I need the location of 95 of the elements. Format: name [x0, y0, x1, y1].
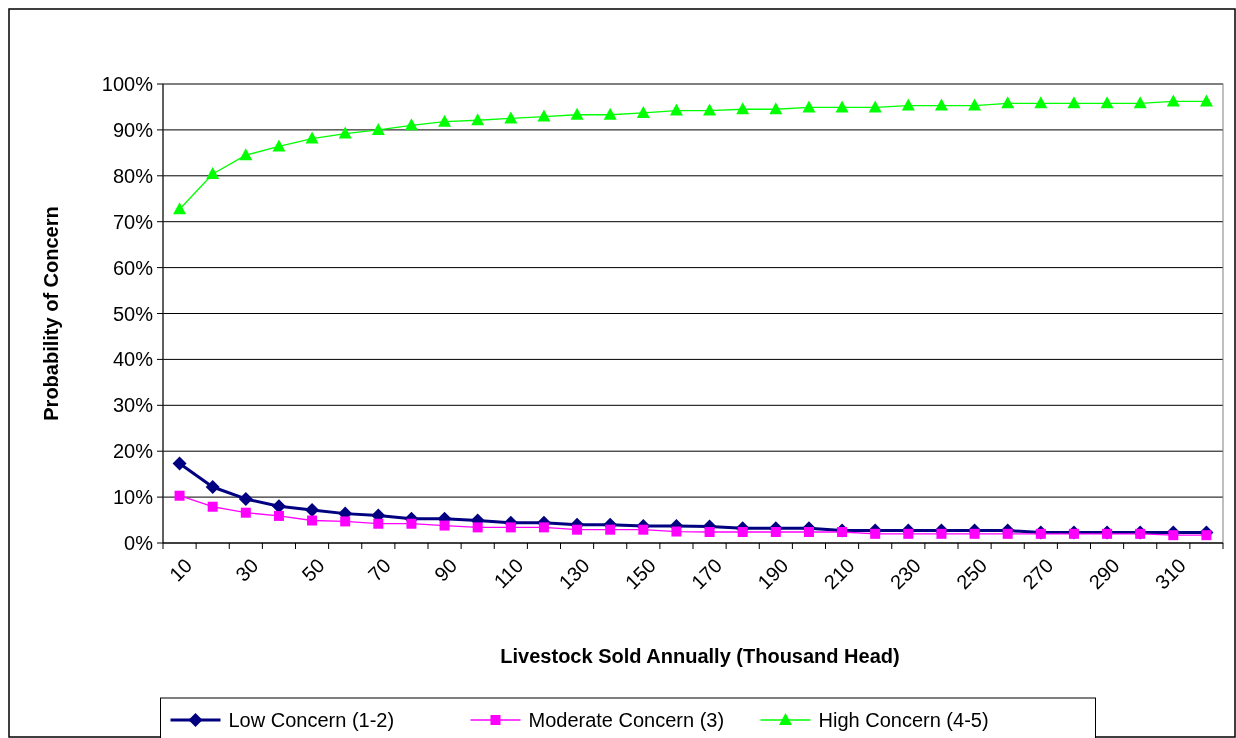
point — [472, 522, 483, 533]
point — [1133, 96, 1147, 109]
point — [570, 107, 584, 120]
y-axis-title: Probability of Concern — [40, 206, 62, 421]
y-tick-label: 20% — [112, 440, 154, 463]
y-tick-label: 40% — [112, 348, 154, 371]
point — [1034, 96, 1048, 109]
y-tick-label: 50% — [112, 302, 154, 325]
x-tick-label: 90 — [430, 554, 462, 586]
x-tick-label: 10 — [165, 554, 197, 586]
y-tick-label: 10% — [112, 486, 154, 509]
y-tick-label: 100% — [101, 73, 154, 95]
point — [737, 526, 748, 537]
point — [1001, 96, 1015, 109]
x-tick-label: 210 — [819, 554, 859, 594]
point — [1201, 530, 1212, 541]
point — [572, 524, 583, 535]
point — [669, 103, 683, 116]
point — [704, 526, 715, 537]
y-tick-label: 80% — [112, 164, 154, 187]
x-tick-label: 310 — [1150, 554, 1191, 594]
legend-label: Moderate Concern (3) — [528, 709, 725, 731]
point — [438, 114, 452, 127]
point — [307, 515, 318, 526]
point — [206, 166, 220, 179]
point — [901, 98, 915, 111]
x-axis-title: Livestock Sold Annually (Thousand Head) — [500, 645, 900, 667]
x-tick-label: 110 — [489, 554, 528, 593]
x-tick-label: 290 — [1084, 554, 1124, 594]
point — [538, 522, 549, 533]
x-tick-label: 170 — [687, 554, 727, 594]
legend-label: High Concern (4-5) — [818, 709, 989, 731]
x-tick-label: 30 — [231, 554, 263, 586]
point — [605, 524, 616, 535]
point — [1002, 528, 1013, 539]
x-tick-label: 230 — [885, 554, 926, 594]
point — [736, 102, 750, 115]
point — [1100, 96, 1114, 109]
point — [238, 491, 253, 506]
point — [239, 148, 253, 161]
point — [340, 516, 351, 527]
legend-label: Low Concern (1-2) — [228, 709, 395, 731]
point — [338, 126, 352, 139]
point — [968, 98, 982, 111]
point — [272, 139, 286, 152]
point — [439, 520, 450, 531]
point — [240, 507, 251, 518]
point — [770, 526, 781, 537]
point — [305, 131, 319, 144]
point — [1067, 96, 1081, 109]
point — [207, 501, 218, 512]
point — [205, 480, 220, 494]
point — [636, 105, 650, 118]
point — [934, 98, 948, 111]
point — [471, 113, 485, 126]
point — [868, 100, 882, 113]
x-tick-label: 130 — [554, 554, 594, 594]
point — [373, 518, 384, 529]
point — [802, 100, 816, 113]
y-tick-label: 30% — [112, 394, 154, 417]
point — [371, 122, 385, 135]
point — [172, 456, 187, 471]
y-tick-label: 0% — [124, 532, 154, 554]
x-tick-label: 70 — [363, 554, 396, 586]
x-tick-label: 270 — [1018, 554, 1058, 594]
point — [1199, 94, 1213, 107]
point — [671, 526, 682, 537]
y-tick-label: 90% — [112, 118, 154, 141]
point — [174, 490, 185, 501]
point — [603, 107, 617, 120]
x-tick-label: 50 — [297, 554, 329, 586]
point — [537, 109, 551, 122]
point — [703, 103, 717, 116]
point — [769, 102, 783, 115]
point — [969, 528, 980, 539]
point — [1168, 530, 1179, 541]
point — [803, 526, 814, 537]
point — [504, 111, 518, 124]
point — [305, 502, 320, 517]
point — [1166, 94, 1180, 107]
point — [404, 118, 418, 131]
point — [406, 518, 417, 529]
point — [870, 528, 881, 539]
point — [936, 528, 947, 539]
x-tick-label: 150 — [620, 554, 661, 594]
point — [273, 510, 284, 521]
x-tick-label: 250 — [952, 554, 992, 594]
point — [835, 100, 849, 113]
point — [505, 522, 516, 533]
x-tick-label: 190 — [753, 554, 793, 594]
y-tick-label: 60% — [112, 256, 154, 279]
point — [638, 524, 649, 535]
point — [903, 528, 914, 539]
point — [173, 202, 187, 215]
y-tick-label: 70% — [112, 210, 154, 233]
